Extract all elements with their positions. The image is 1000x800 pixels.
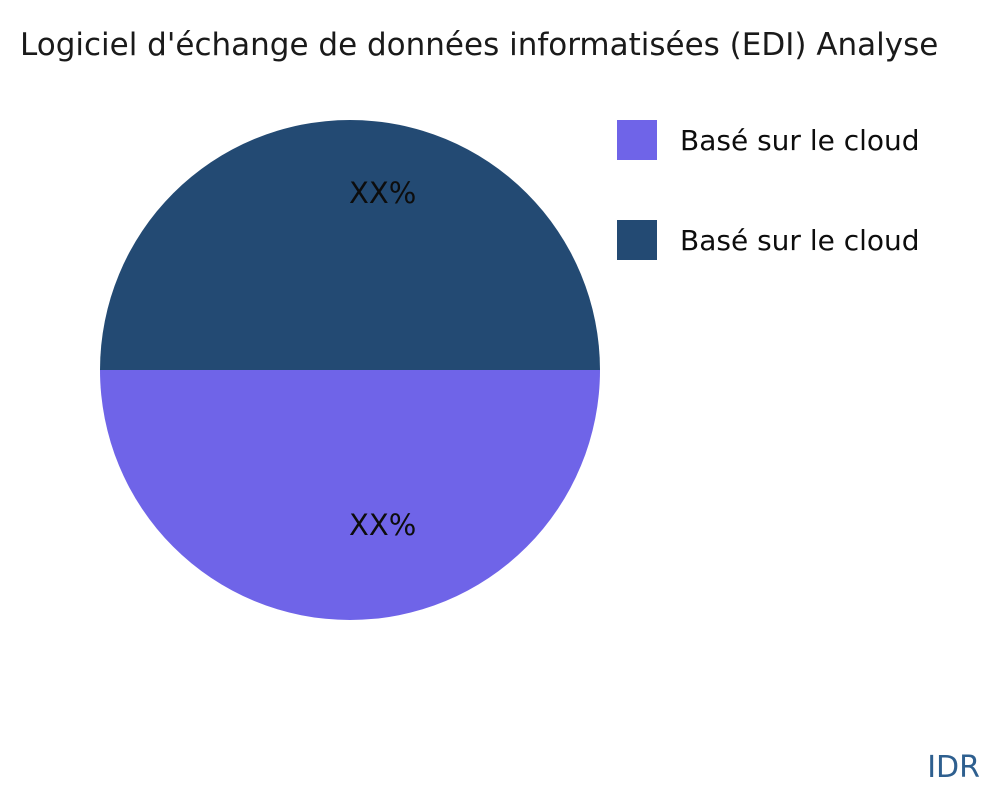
pie-slice-percent-label-navy: XX% [349, 176, 417, 210]
pie-slice [100, 370, 600, 620]
legend-swatch-navy [617, 220, 657, 260]
watermark-idr: IDR [927, 750, 980, 785]
chart-title: Logiciel d'échange de données informatis… [20, 27, 939, 63]
pie-slice-percent-label-purple: XX% [349, 508, 417, 542]
legend-swatch-purple [617, 120, 657, 160]
legend-label: Basé sur le cloud [680, 123, 920, 157]
pie-chart [100, 120, 600, 620]
pie-slice [100, 120, 600, 370]
legend-item: Basé sur le cloud [617, 120, 920, 160]
legend: Basé sur le cloud Basé sur le cloud [617, 120, 920, 320]
legend-item: Basé sur le cloud [617, 220, 920, 260]
legend-label: Basé sur le cloud [680, 223, 920, 257]
